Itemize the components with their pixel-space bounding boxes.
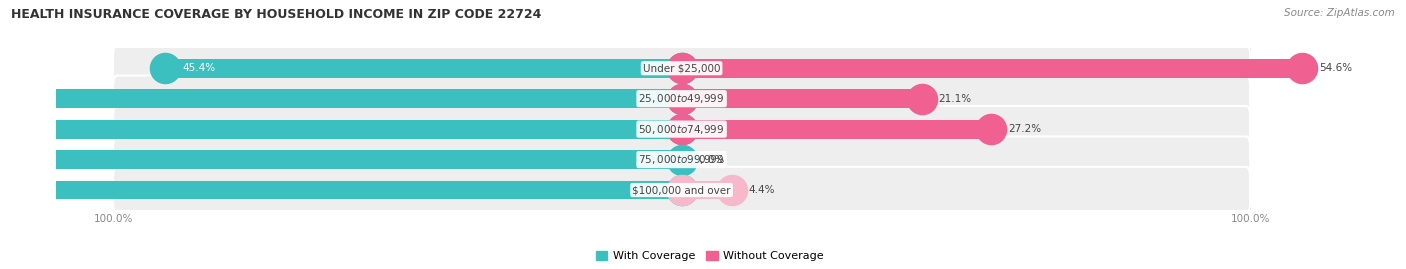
Text: 4.4%: 4.4% [748, 185, 775, 195]
Bar [0, 120, 682, 139]
FancyBboxPatch shape [112, 167, 1250, 213]
Text: Under $25,000: Under $25,000 [643, 63, 720, 73]
Bar [682, 120, 991, 139]
Bar [166, 59, 682, 78]
Bar [0, 89, 682, 108]
FancyBboxPatch shape [112, 106, 1250, 152]
Text: 54.6%: 54.6% [1319, 63, 1353, 73]
Text: $100,000 and over: $100,000 and over [633, 185, 731, 195]
FancyBboxPatch shape [112, 136, 1250, 183]
Bar [0, 150, 682, 169]
Bar [682, 59, 1302, 78]
Text: Source: ZipAtlas.com: Source: ZipAtlas.com [1284, 8, 1395, 18]
Text: 0.0%: 0.0% [699, 155, 725, 165]
Bar [682, 180, 731, 200]
Text: 21.1%: 21.1% [939, 94, 972, 104]
Text: 45.4%: 45.4% [183, 63, 215, 73]
Bar [0, 180, 682, 200]
Bar [682, 89, 921, 108]
Text: $25,000 to $49,999: $25,000 to $49,999 [638, 92, 724, 105]
Text: $50,000 to $74,999: $50,000 to $74,999 [638, 123, 724, 136]
Text: HEALTH INSURANCE COVERAGE BY HOUSEHOLD INCOME IN ZIP CODE 22724: HEALTH INSURANCE COVERAGE BY HOUSEHOLD I… [11, 8, 541, 21]
FancyBboxPatch shape [112, 76, 1250, 122]
Legend: With Coverage, Without Coverage: With Coverage, Without Coverage [592, 247, 828, 266]
Text: 27.2%: 27.2% [1008, 124, 1040, 134]
FancyBboxPatch shape [112, 45, 1250, 91]
Text: $75,000 to $99,999: $75,000 to $99,999 [638, 153, 724, 166]
